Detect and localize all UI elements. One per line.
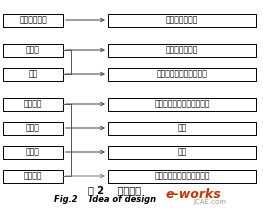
Text: 制动器: 制动器 [26, 124, 40, 132]
Bar [108, 13, 256, 27]
Text: 联轴器: 联轴器 [26, 148, 40, 157]
Text: 钢丝绳: 钢丝绳 [26, 46, 40, 54]
Bar [108, 170, 256, 183]
Text: 直径、材料、长度、校验: 直径、材料、长度、校验 [156, 70, 208, 78]
Text: 驱动装置: 驱动装置 [24, 100, 42, 108]
Text: 相关校验: 相关校验 [24, 172, 42, 181]
Text: e-works: e-works [165, 187, 221, 200]
Text: 起升机构方案: 起升机构方案 [19, 16, 47, 24]
Text: 图 2    设计方案: 图 2 设计方案 [89, 185, 141, 195]
Bar [108, 121, 256, 135]
Text: Fig.2    Idea of design: Fig.2 Idea of design [54, 195, 156, 205]
Bar [3, 146, 63, 159]
Text: JCAE.com: JCAE.com [194, 199, 226, 205]
Text: 直径、各种指标: 直径、各种指标 [166, 46, 198, 54]
Bar [3, 97, 63, 111]
Text: 选型: 选型 [177, 124, 187, 132]
Bar [108, 67, 256, 81]
Bar [3, 67, 63, 81]
Bar [3, 170, 63, 183]
Bar [108, 97, 256, 111]
Bar [108, 146, 256, 159]
Text: 主、副起升布置: 主、副起升布置 [166, 16, 198, 24]
Bar [108, 43, 256, 57]
Text: 电动机、减速器选型、校验: 电动机、减速器选型、校验 [154, 100, 210, 108]
Text: 卷筒: 卷筒 [28, 70, 38, 78]
Text: 选型: 选型 [177, 148, 187, 157]
Text: 起制动时间、起制动加速度: 起制动时间、起制动加速度 [154, 172, 210, 181]
Bar [3, 121, 63, 135]
Bar [3, 13, 63, 27]
Bar [3, 43, 63, 57]
